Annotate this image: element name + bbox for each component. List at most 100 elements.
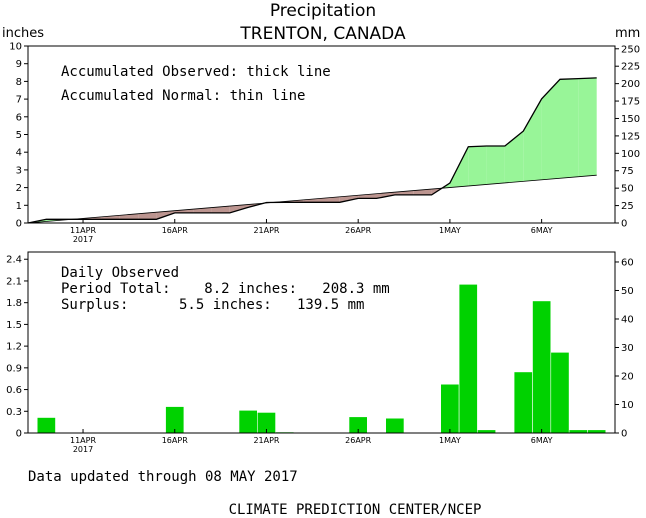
x-tick-label: 26APR — [345, 436, 371, 445]
right-tick-label: 200 — [621, 79, 640, 90]
daily-bar — [532, 301, 551, 433]
deficit-fill-segment — [376, 192, 395, 199]
left-tick-label: 9 — [16, 59, 22, 70]
left-tick-label: 1.5 — [6, 320, 22, 331]
surplus-fill-segment — [578, 77, 597, 177]
right-unit-label: mm — [615, 26, 640, 41]
deficit-fill-segment — [394, 190, 414, 195]
right-tick-label: 20 — [621, 371, 634, 382]
surplus-fill-segment — [541, 79, 560, 180]
legend-observed: Accumulated Observed: thick line — [61, 64, 331, 80]
surplus-fill-segment — [523, 98, 542, 182]
left-unit-label: inches — [2, 26, 44, 41]
x-tick-label: 16APR — [162, 436, 188, 445]
right-tick-label: 0 — [621, 219, 627, 230]
left-tick-label: 0.3 — [6, 407, 22, 418]
deficit-fill-segment — [138, 212, 157, 220]
accumulated-observed-line — [27, 77, 597, 224]
daily-bar — [514, 372, 533, 433]
daily-bar — [386, 418, 404, 433]
left-tick-label: 0.9 — [6, 363, 22, 374]
daily-panel: 00.30.60.91.21.51.82.12.4 0102030405060 … — [6, 251, 634, 454]
deficit-fill-segment — [303, 198, 322, 203]
x-tick-year: 2017 — [73, 235, 93, 244]
daily-bar — [239, 410, 257, 433]
daily-bar — [257, 412, 276, 433]
daily-bar — [349, 417, 367, 433]
surplus-fill-segment — [468, 146, 487, 186]
right-tick-label: 150 — [621, 114, 640, 125]
deficit-fill-segment — [358, 193, 377, 199]
right-tick-label: 30 — [621, 343, 634, 354]
left-tick-label: 2.1 — [6, 276, 22, 287]
left-tick-label: 0 — [16, 429, 22, 440]
left-tick-label: 0.6 — [6, 385, 22, 396]
right-tick-label: 40 — [621, 314, 634, 325]
x-tick-label: 21APR — [253, 436, 279, 445]
surplus-fill-segment — [560, 78, 579, 179]
legend-normal: Accumulated Normal: thin line — [61, 88, 305, 104]
period-total: Period Total: 8.2 inches: 208.3 mm — [61, 281, 390, 297]
data-updated: Data updated through 08 MAY 2017 — [28, 469, 298, 485]
x-tick-label: 1MAY — [439, 226, 461, 235]
chart-title: Precipitation — [270, 1, 376, 21]
right-tick-label: 50 — [621, 184, 634, 195]
right-tick-label: 225 — [621, 62, 640, 73]
x-tick-label: 21APR — [253, 226, 279, 235]
credit: CLIMATE PREDICTION CENTER/NCEP — [229, 502, 482, 518]
surplus-fill-segment — [486, 146, 505, 185]
right-tick-label: 100 — [621, 149, 640, 160]
left-tick-label: 6 — [16, 112, 22, 123]
daily-title: Daily Observed — [61, 265, 179, 281]
left-tick-label: 1.8 — [6, 298, 22, 309]
x-tick-label: 6MAY — [531, 436, 553, 445]
right-tick-label: 0 — [621, 429, 627, 440]
x-tick-year: 2017 — [73, 445, 93, 454]
left-tick-label: 1 — [16, 201, 22, 212]
right-tick-label: 175 — [621, 97, 640, 108]
bottom-plot-frame — [27, 251, 616, 434]
deficit-fill-segment — [211, 206, 230, 213]
left-tick-label: 2.4 — [6, 255, 22, 266]
deficit-fill-segment — [339, 195, 359, 203]
accumulated-panel: 0 1 2 3 4 5 6 7 8 9 10 0 25 50 75 100 125 150 175 200 225 25… — [9, 42, 640, 245]
surplus-total: Surplus: 5.5 inches: 139.5 mm — [61, 297, 364, 313]
deficit-fill-segment — [101, 215, 120, 220]
daily-bar — [569, 430, 588, 433]
daily-bar — [459, 284, 478, 433]
x-tick-label: 26APR — [345, 226, 371, 235]
right-tick-label: 75 — [621, 166, 634, 177]
x-tick-label: 11APR — [70, 226, 96, 235]
left-tick-label: 1.2 — [6, 342, 22, 353]
daily-bar — [551, 352, 569, 433]
left-tick-label: 7 — [16, 95, 22, 106]
daily-bar — [37, 417, 56, 433]
left-tick-label: 3 — [16, 165, 22, 176]
left-tick-label: 2 — [16, 183, 22, 194]
right-tick-label: 250 — [621, 44, 640, 55]
surplus-fill-segment — [504, 131, 524, 183]
x-tick-label: 16APR — [162, 226, 188, 235]
deficit-fill-segment — [174, 209, 194, 213]
left-tick-label: 8 — [16, 77, 22, 88]
accumulated-normal-line — [27, 174, 597, 224]
right-tick-label: 25 — [621, 201, 634, 212]
left-tick-label: 0 — [16, 219, 22, 230]
right-tick-label: 10 — [621, 400, 634, 411]
left-tick-label: 4 — [16, 148, 22, 159]
right-tick-label: 60 — [621, 257, 634, 268]
deficit-fill-segment — [229, 204, 249, 213]
x-tick-label: 11APR — [70, 436, 96, 445]
right-tick-label: 50 — [621, 286, 634, 297]
daily-bar — [477, 430, 496, 433]
x-tick-label: 1MAY — [439, 436, 461, 445]
daily-bar — [441, 384, 459, 433]
left-tick-label: 10 — [9, 42, 22, 53]
daily-bar — [165, 406, 184, 433]
x-tick-label: 6MAY — [531, 226, 553, 235]
station-name: TRENTON, CANADA — [239, 24, 406, 44]
left-tick-label: 5 — [16, 130, 22, 141]
right-tick-label: 125 — [621, 131, 640, 142]
daily-bar — [587, 430, 606, 433]
